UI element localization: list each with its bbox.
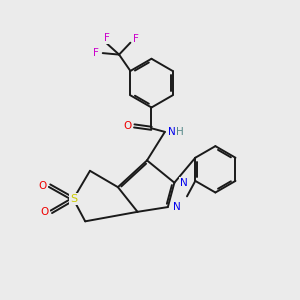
Text: N: N bbox=[173, 202, 181, 212]
Text: F: F bbox=[133, 34, 139, 44]
Text: H: H bbox=[176, 127, 184, 137]
Text: O: O bbox=[124, 121, 132, 131]
Text: N: N bbox=[180, 178, 188, 188]
Text: F: F bbox=[104, 33, 110, 43]
Text: O: O bbox=[39, 181, 47, 191]
Text: O: O bbox=[41, 207, 49, 217]
Text: S: S bbox=[70, 194, 77, 204]
Text: F: F bbox=[93, 48, 99, 58]
Text: N: N bbox=[168, 127, 176, 137]
